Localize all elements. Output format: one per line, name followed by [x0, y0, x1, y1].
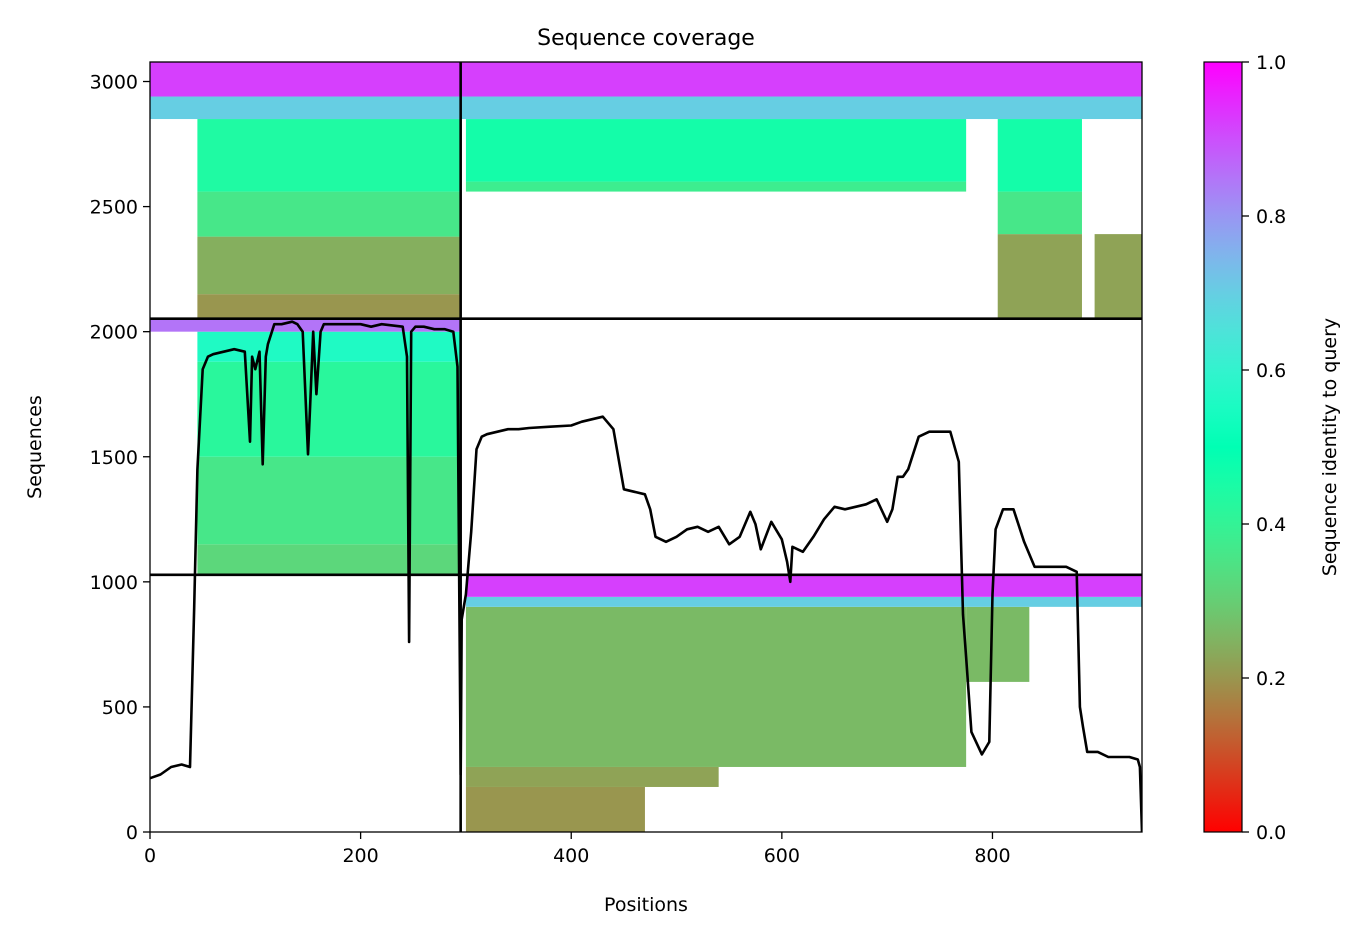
coverage-line-layer: [150, 320, 1142, 832]
coverage-heatmap: [150, 62, 1142, 832]
identity-band: [197, 456, 461, 545]
colorbar-tick-label: 0.0: [1256, 822, 1286, 844]
identity-band: [197, 191, 461, 237]
identity-band: [465, 574, 1142, 597]
y-tick-label: 2000: [90, 322, 138, 344]
identity-band: [150, 96, 461, 120]
colorbar-ticks: 0.0 0.2 0.4 0.6 0.8 1.0: [1242, 52, 1286, 844]
colorbar-tick-label: 0.6: [1256, 360, 1286, 382]
colorbar-tick-label: 0.2: [1256, 668, 1286, 690]
identity-band: [197, 331, 461, 362]
heatmap-block-top-left: [150, 62, 461, 319]
identity-band: [997, 119, 1082, 192]
identity-band: [197, 361, 461, 457]
colorbar-tick-label: 1.0: [1256, 52, 1286, 74]
identity-band: [460, 62, 1142, 97]
identity-band: [465, 181, 967, 192]
x-tick-label: 400: [553, 845, 589, 867]
plot-frame: [149, 61, 1143, 833]
identity-band: [465, 766, 719, 787]
identity-band: [197, 119, 461, 192]
identity-band: [966, 606, 1030, 682]
x-tick-label: 200: [342, 845, 378, 867]
identity-band: [197, 294, 461, 319]
x-tick-label: 0: [144, 845, 156, 867]
colorbar: [1203, 61, 1243, 833]
y-axis-ticks: 0 500 1000 1500 2000 2500 3000: [90, 72, 150, 844]
x-tick-label: 600: [764, 845, 800, 867]
identity-band: [150, 62, 461, 97]
identity-band: [197, 544, 461, 575]
chart-title: Sequence coverage: [537, 26, 755, 51]
identity-band: [465, 119, 967, 182]
y-tick-label: 1500: [90, 447, 138, 469]
identity-band: [465, 786, 645, 832]
colorbar-tick-label: 0.8: [1256, 206, 1286, 228]
identity-band: [997, 191, 1082, 235]
colorbar-label: Sequence identity to query: [1319, 318, 1341, 576]
identity-band: [1094, 234, 1142, 319]
identity-band: [465, 606, 967, 767]
identity-band: [197, 236, 461, 295]
y-axis-label: Sequences: [24, 395, 46, 499]
x-axis-ticks: 0 200 400 600 800: [144, 832, 1011, 867]
heatmap-block-bottom-right: [465, 574, 1142, 832]
identity-band: [465, 596, 1142, 607]
heatmap-block-top-right: [460, 62, 1142, 319]
y-tick-label: 3000: [90, 72, 138, 94]
identity-band: [997, 234, 1082, 319]
y-tick-label: 2500: [90, 197, 138, 219]
colorbar-tick-label: 0.4: [1256, 514, 1286, 536]
y-tick-label: 0: [126, 822, 138, 844]
coverage-line: [150, 320, 1142, 832]
x-axis-label: Positions: [604, 894, 688, 916]
identity-band: [150, 318, 461, 332]
heatmap-block-middle-left: [150, 318, 461, 575]
identity-band: [460, 96, 1142, 120]
x-tick-label: 800: [974, 845, 1010, 867]
y-tick-label: 500: [102, 697, 138, 719]
y-tick-label: 1000: [90, 572, 138, 594]
